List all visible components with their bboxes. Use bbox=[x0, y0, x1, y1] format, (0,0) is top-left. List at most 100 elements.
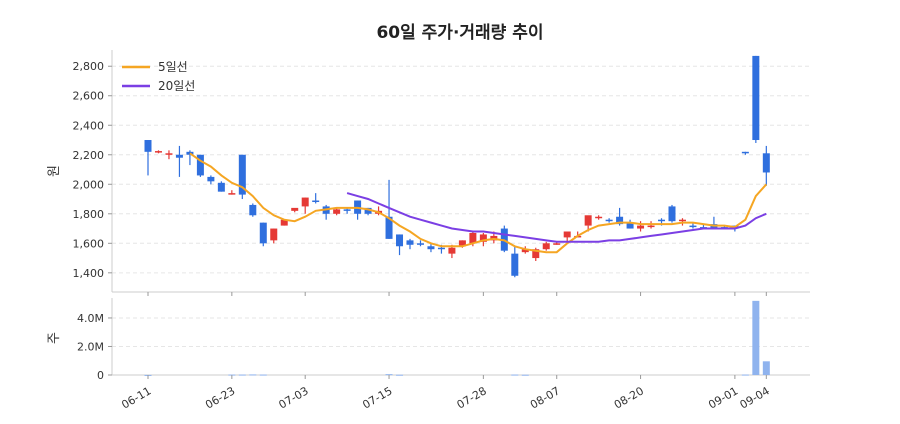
candle-body bbox=[144, 140, 152, 152]
x-tick-label: 07-15 bbox=[360, 384, 394, 411]
candle-body bbox=[259, 222, 267, 244]
candle-body bbox=[658, 219, 666, 222]
candle-body bbox=[333, 209, 341, 214]
legend-label-ma5: 5일선 bbox=[158, 60, 188, 74]
candle bbox=[228, 190, 236, 195]
candle bbox=[259, 222, 267, 247]
candle bbox=[511, 246, 519, 278]
candle bbox=[175, 145, 183, 177]
candle-body bbox=[448, 247, 456, 254]
candle-body bbox=[762, 153, 770, 173]
candle bbox=[186, 150, 194, 166]
volume-tick-label: 0 bbox=[97, 369, 104, 382]
volume-bar bbox=[259, 374, 267, 376]
candle-body bbox=[532, 249, 540, 259]
price-tick-label: 2,600 bbox=[73, 90, 105, 103]
candle bbox=[165, 150, 173, 160]
candle bbox=[385, 179, 393, 239]
candle-body bbox=[741, 151, 749, 154]
candle-body bbox=[626, 222, 634, 229]
volume-bar bbox=[238, 374, 246, 376]
candle-body bbox=[154, 151, 162, 153]
candle-body bbox=[521, 249, 529, 253]
candle bbox=[238, 154, 246, 200]
candle-body bbox=[647, 225, 655, 228]
candle bbox=[144, 140, 152, 176]
candle-body bbox=[595, 216, 603, 219]
candle-body bbox=[616, 216, 624, 225]
candle bbox=[354, 200, 362, 220]
candle bbox=[312, 193, 320, 204]
candle-body bbox=[196, 154, 204, 176]
candle bbox=[689, 222, 697, 229]
x-tick-label: 06-11 bbox=[119, 384, 153, 411]
candle-body bbox=[511, 253, 519, 276]
volume-bar bbox=[741, 374, 749, 376]
candle bbox=[668, 204, 676, 223]
volume-bar bbox=[249, 374, 257, 376]
price-tick-label: 1,800 bbox=[73, 208, 105, 221]
candle-body bbox=[301, 197, 309, 207]
candle bbox=[322, 204, 330, 220]
candle bbox=[416, 240, 424, 247]
x-tick-label: 09-01 bbox=[706, 384, 740, 411]
price-grid bbox=[112, 65, 810, 274]
candle bbox=[154, 150, 162, 154]
candle-body bbox=[343, 209, 351, 211]
candle bbox=[542, 241, 550, 251]
volume-tick-label: 4.0M bbox=[77, 312, 104, 325]
candle bbox=[626, 219, 634, 229]
volume-y-label: 주 bbox=[47, 332, 62, 344]
candle-body bbox=[270, 228, 278, 241]
candle-body bbox=[406, 240, 414, 245]
candle bbox=[406, 238, 414, 250]
candle bbox=[196, 154, 204, 177]
candle-body bbox=[752, 55, 760, 141]
x-tick-label: 07-03 bbox=[277, 384, 311, 411]
candle bbox=[427, 243, 435, 253]
price-panel: 1,400 1,600 1,800 2,000 2,200 2,400 2,600 2,800… bbox=[47, 50, 810, 293]
candle-body bbox=[668, 206, 676, 222]
volume-bar bbox=[396, 374, 404, 376]
price-y-label: 원 bbox=[47, 165, 62, 177]
candle-body bbox=[437, 247, 445, 250]
volume-y-ticks: 0 2.0M 4.0M bbox=[77, 312, 112, 382]
price-tick-label: 1,600 bbox=[73, 237, 105, 250]
candle bbox=[752, 55, 760, 143]
candle-body bbox=[458, 240, 466, 247]
price-tick-label: 2,400 bbox=[73, 119, 105, 132]
candle bbox=[605, 218, 613, 223]
x-tick-label: 08-20 bbox=[612, 384, 646, 411]
candle bbox=[249, 203, 257, 217]
x-axis-ticks: 06-11 06-23 07-03 07-15 07-28 08-07 08-20 09-01… bbox=[119, 292, 772, 412]
volume-bar bbox=[385, 374, 393, 376]
candle-body bbox=[396, 234, 404, 247]
ma20-line bbox=[346, 192, 767, 243]
candle-body bbox=[416, 243, 424, 245]
price-tick-label: 1,400 bbox=[73, 267, 105, 280]
candle-body bbox=[427, 246, 435, 250]
candle-body bbox=[175, 154, 183, 158]
candle-body bbox=[364, 207, 372, 214]
candle-body bbox=[479, 234, 487, 242]
candle bbox=[710, 216, 718, 229]
x-tick-label: 06-23 bbox=[203, 384, 237, 411]
candle bbox=[396, 234, 404, 256]
volume-grid bbox=[112, 317, 810, 347]
candle-body bbox=[165, 153, 173, 155]
candle-body bbox=[553, 243, 561, 245]
price-tick-label: 2,000 bbox=[73, 178, 105, 191]
candle-body bbox=[605, 219, 613, 222]
candle bbox=[500, 225, 508, 253]
candle bbox=[741, 151, 749, 155]
candle-body bbox=[469, 232, 477, 244]
volume-bar bbox=[511, 374, 519, 376]
chart-title: 60일 주가·거래량 추이 bbox=[376, 23, 543, 43]
x-tick-label: 07-28 bbox=[455, 384, 489, 411]
ma5-line bbox=[189, 152, 768, 254]
candle-body bbox=[637, 225, 645, 229]
candle-body bbox=[678, 219, 686, 222]
candle-body bbox=[291, 207, 299, 211]
